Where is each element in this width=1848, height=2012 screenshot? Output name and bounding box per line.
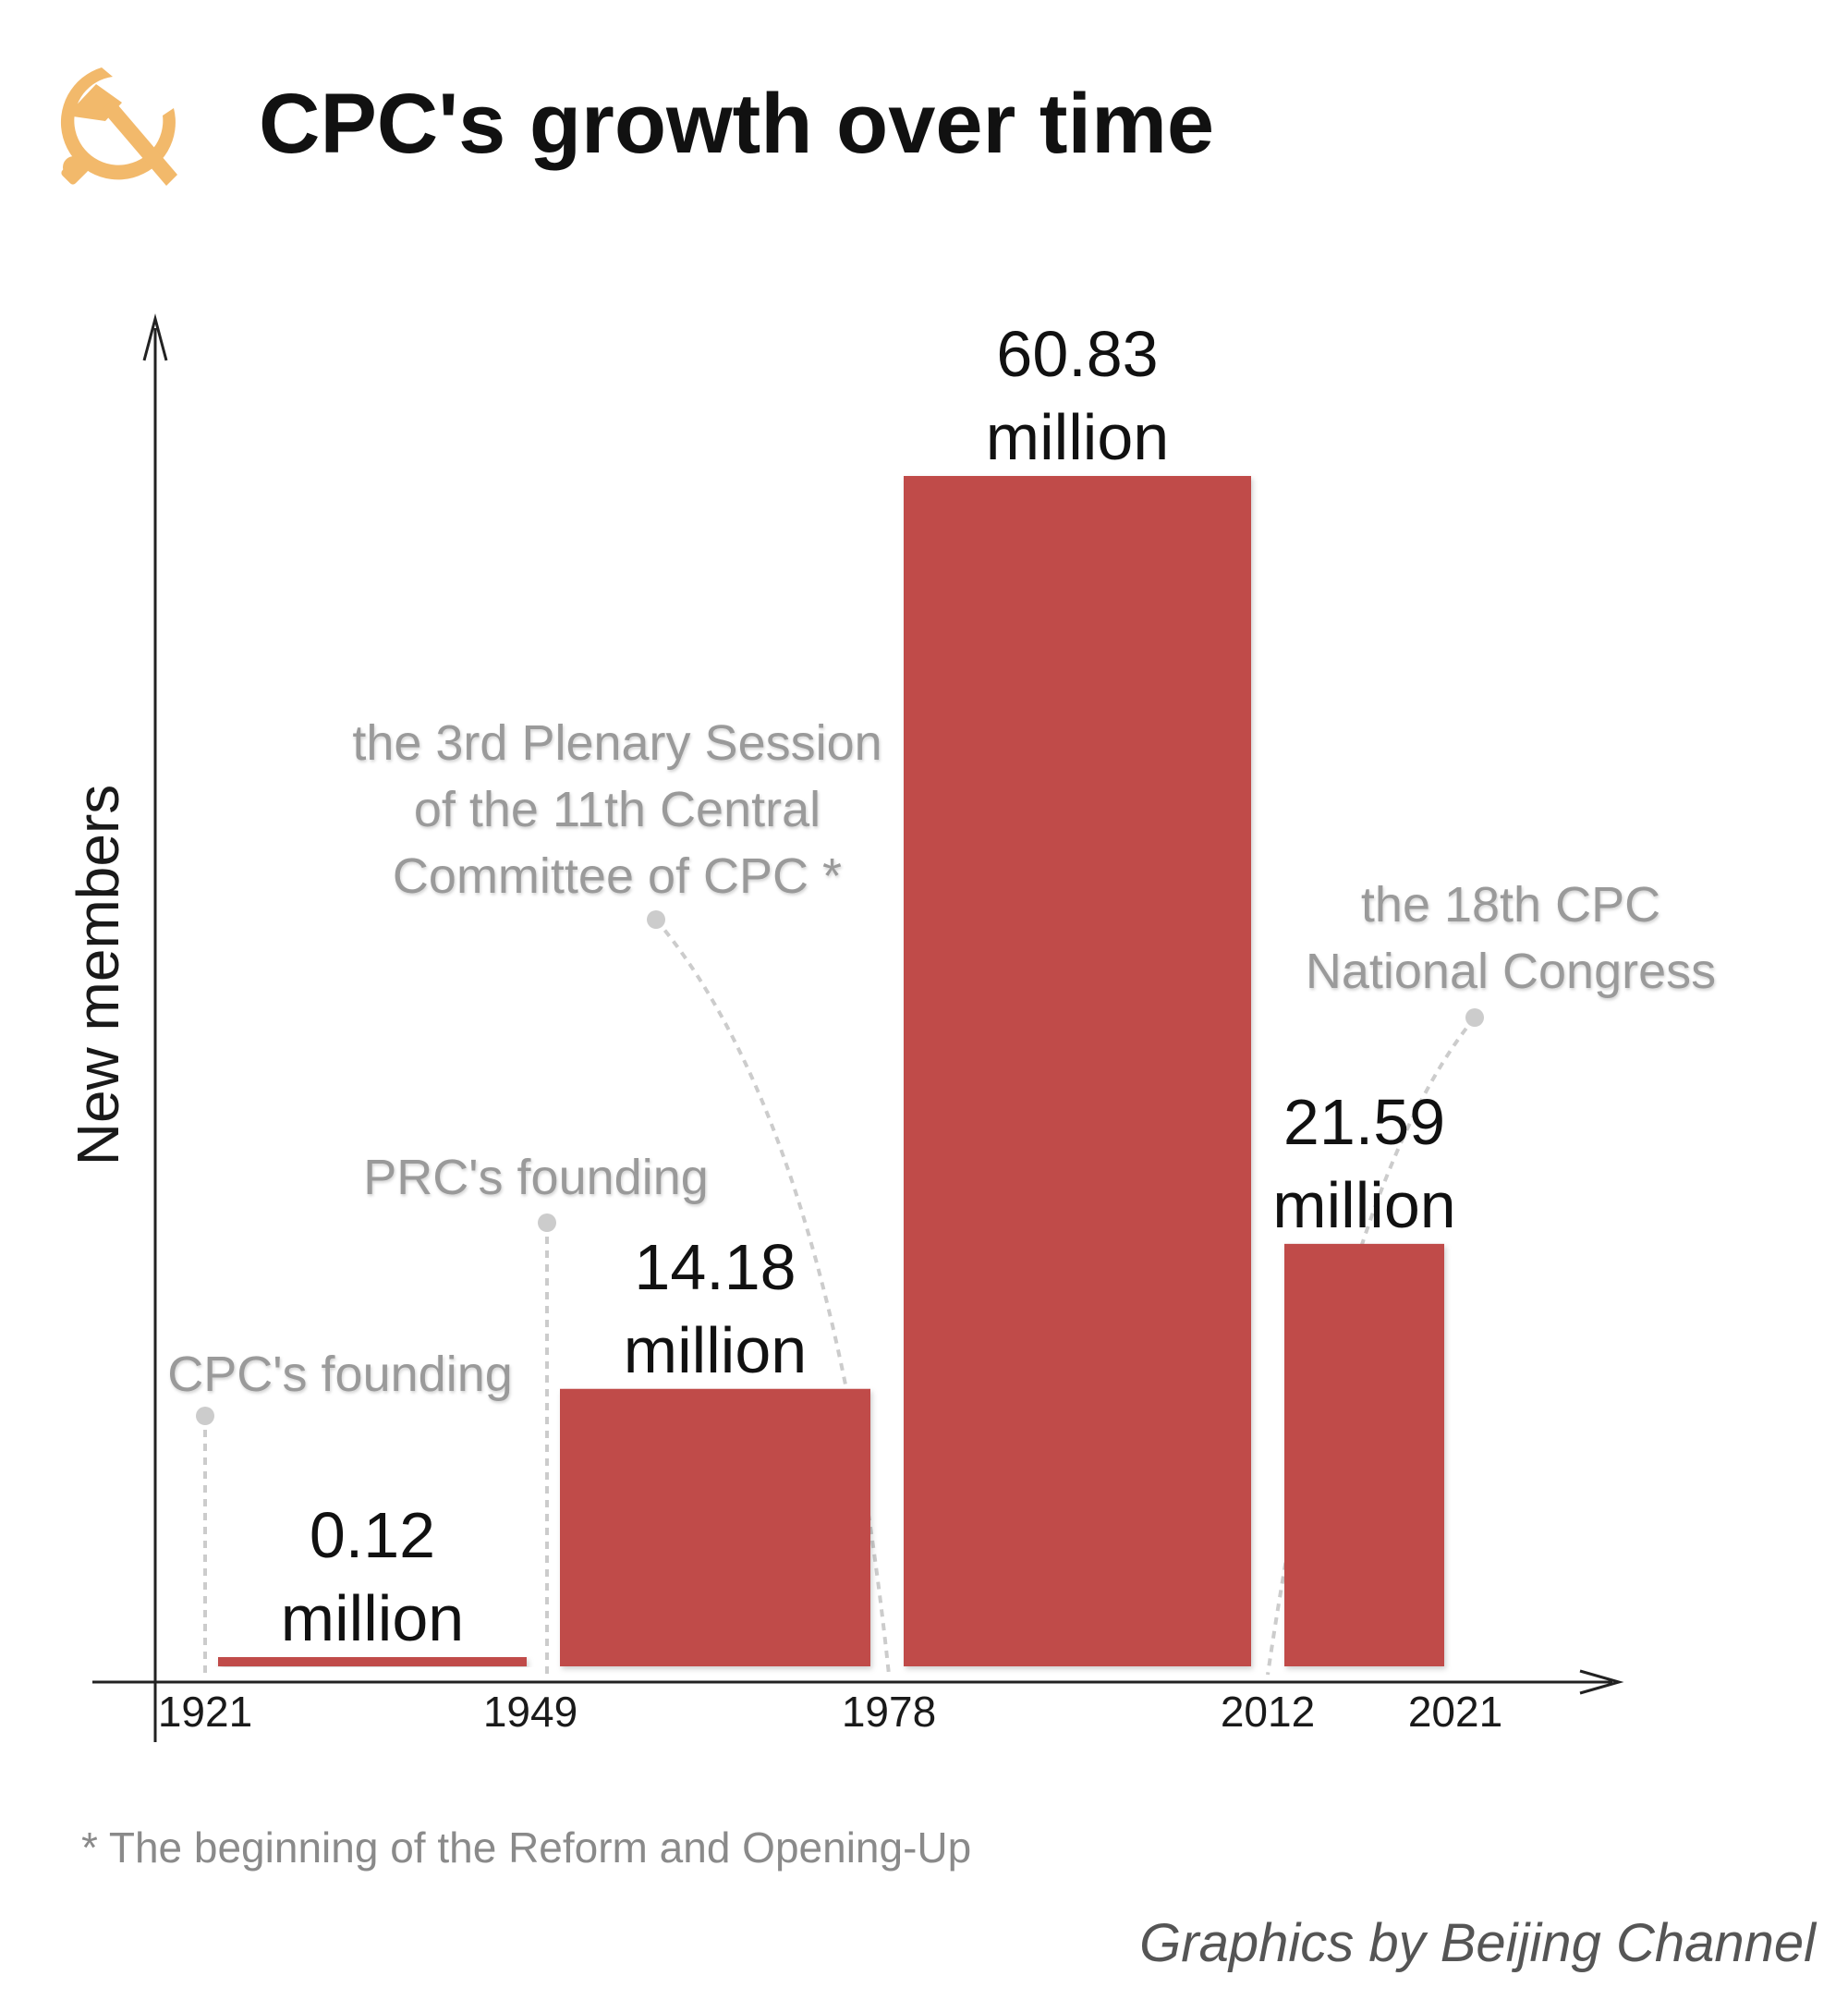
leader-dot-1921 — [196, 1407, 214, 1425]
chart-title: CPC's growth over time — [259, 77, 1214, 171]
y-axis-label: New members — [65, 785, 131, 1166]
data-label-unit: million — [986, 401, 1169, 473]
bar-1978-2012 — [904, 476, 1251, 1666]
bar-1949-1978 — [560, 1388, 870, 1666]
leader-dot-1978 — [647, 910, 665, 929]
annotation-2012: National Congress — [1306, 944, 1716, 999]
x-tick-1949: 1949 — [483, 1688, 578, 1736]
data-label-unit: million — [281, 1582, 464, 1654]
annotation-2012: the 18th CPC — [1361, 877, 1660, 933]
y-axis-arrow — [142, 313, 168, 361]
data-label-value: 21.59 — [1283, 1086, 1445, 1158]
data-label-unit: million — [1272, 1169, 1455, 1241]
x-tick-1978: 1978 — [842, 1688, 936, 1736]
x-tick-labels: 1921 1949 1978 2012 2021 — [158, 1688, 1502, 1736]
x-tick-1921: 1921 — [158, 1688, 252, 1736]
bar-1921-1949 — [218, 1657, 527, 1666]
credit: Graphics by Beijing Channel — [1139, 1913, 1818, 1973]
x-axis-arrow — [1579, 1669, 1624, 1695]
annotation-1978: of the 11th Central — [414, 782, 821, 837]
footnote: * The beginning of the Reform and Openin… — [81, 1823, 971, 1872]
data-labels: 0.12 million 14.18 million 60.83 million 21.59… — [281, 318, 1456, 1654]
annotation-1978: the 3rd Plenary Session — [352, 715, 881, 771]
x-tick-2012: 2012 — [1221, 1688, 1315, 1736]
leader-dot-2012 — [1465, 1008, 1484, 1027]
data-label-value: 14.18 — [634, 1231, 796, 1303]
annotation-1921: CPC's founding — [167, 1347, 513, 1402]
data-label-value: 0.12 — [310, 1499, 435, 1571]
leader-dot-1949 — [538, 1213, 556, 1232]
x-tick-2021: 2021 — [1408, 1688, 1502, 1736]
bar-2012-2021 — [1284, 1243, 1444, 1666]
annotation-1978: Committee of CPC * — [393, 848, 842, 904]
data-label-unit: million — [624, 1314, 807, 1386]
data-label-value: 60.83 — [996, 318, 1158, 390]
bars — [218, 476, 1444, 1666]
hammer-sickle-icon — [60, 67, 177, 186]
annotations: CPC's founding PRC's founding the 3rd Plen… — [167, 715, 1716, 1402]
annotation-1949: PRC's founding — [363, 1150, 709, 1205]
